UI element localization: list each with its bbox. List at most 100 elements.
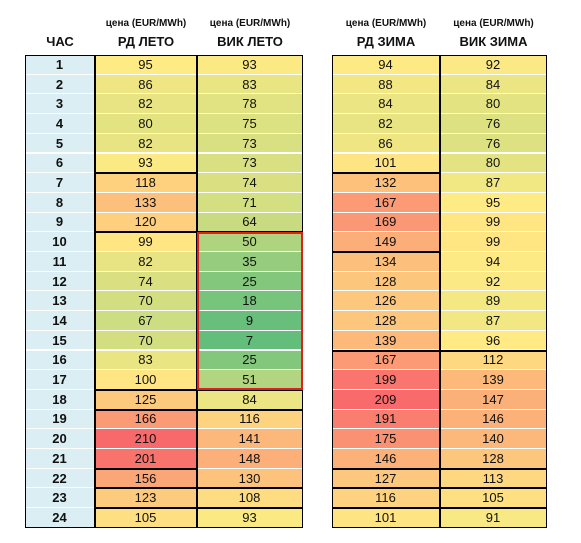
price-cell: 128 — [332, 311, 440, 331]
hour-cell: 13 — [25, 291, 95, 312]
price-cell: 130 — [197, 468, 303, 489]
price-cell: 149 — [332, 232, 440, 252]
price-cell: 80 — [440, 153, 547, 174]
hour-cell: 5 — [25, 133, 95, 154]
price-cell: 148 — [197, 449, 303, 469]
price-cell: 92 — [440, 271, 547, 292]
price-cell: 169 — [332, 212, 440, 233]
price-cell: 99 — [440, 212, 547, 233]
price-cell: 210 — [95, 429, 197, 449]
price-cell: 93 — [197, 508, 303, 528]
price-cell: 132 — [332, 173, 440, 193]
price-cell: 95 — [95, 55, 197, 75]
price-cell: 139 — [332, 330, 440, 351]
price-cell: 67 — [95, 311, 197, 331]
hour-cell: 18 — [25, 389, 95, 410]
price-cell: 140 — [440, 429, 547, 449]
price-cell: 87 — [440, 173, 547, 193]
price-cell: 84 — [332, 94, 440, 115]
price-cell: 118 — [95, 173, 197, 193]
column-header: цена (EUR/MWh) РД ЗИМА — [332, 12, 440, 55]
price-cell: 76 — [440, 133, 547, 154]
header-text: ЧАС — [46, 34, 74, 49]
header-name: ВИК ЛЕТО — [217, 34, 283, 49]
price-cell: 64 — [197, 212, 303, 233]
price-cell: 74 — [95, 271, 197, 292]
price-cell: 88 — [332, 74, 440, 95]
price-cell: 201 — [95, 449, 197, 469]
price-cell: 133 — [95, 192, 197, 213]
price-cell: 128 — [440, 449, 547, 469]
header-unit: цена (EUR/MWh) — [345, 18, 427, 29]
price-cell: 82 — [95, 94, 197, 115]
price-cell: 96 — [440, 330, 547, 351]
price-cell: 146 — [332, 449, 440, 469]
price-cell: 134 — [332, 252, 440, 272]
hour-cell: 22 — [25, 468, 95, 489]
price-cell: 25 — [197, 271, 303, 292]
hour-cell: 23 — [25, 488, 95, 509]
price-cell: 35 — [197, 252, 303, 272]
price-cell: 82 — [332, 114, 440, 134]
price-cell: 125 — [95, 389, 197, 410]
price-cell: 76 — [440, 114, 547, 134]
price-cell: 139 — [440, 370, 547, 390]
price-cell: 83 — [197, 74, 303, 95]
price-cell: 74 — [197, 173, 303, 193]
price-cell: 86 — [95, 74, 197, 95]
price-cell: 105 — [95, 508, 197, 528]
hour-cell: 6 — [25, 153, 95, 174]
column-header: цена (EUR/MWh) ВИК ЛЕТО — [197, 12, 303, 55]
price-cell: 87 — [440, 311, 547, 331]
price-cell: 84 — [197, 389, 303, 410]
header-unit: цена (EUR/MWh) — [453, 18, 534, 29]
header-unit: цена (EUR/MWh) — [105, 18, 187, 29]
price-cell: 112 — [440, 350, 547, 371]
price-cell: 166 — [95, 409, 197, 430]
price-cell: 91 — [440, 508, 547, 528]
hour-cell: 3 — [25, 94, 95, 115]
price-cell: 80 — [95, 114, 197, 134]
header-unit: цена (EUR/MWh) — [209, 18, 291, 29]
price-cell: 71 — [197, 192, 303, 213]
price-cell: 105 — [440, 488, 547, 509]
price-cell: 128 — [332, 271, 440, 292]
price-cell: 141 — [197, 429, 303, 449]
header-name: РД ЗИМА — [356, 34, 416, 49]
price-cell: 147 — [440, 389, 547, 410]
price-cell: 94 — [332, 55, 440, 75]
price-cell: 93 — [197, 55, 303, 75]
price-cell: 199 — [332, 370, 440, 390]
header-name: РД ЛЕТО — [117, 34, 175, 49]
hour-cell: 12 — [25, 271, 95, 292]
price-cell: 191 — [332, 409, 440, 430]
price-cell: 156 — [95, 468, 197, 489]
hour-cell: 1 — [25, 55, 95, 75]
price-cell: 9 — [197, 311, 303, 331]
hour-cell: 9 — [25, 212, 95, 233]
hour-cell: 20 — [25, 429, 95, 449]
price-cell: 83 — [95, 350, 197, 371]
hour-cell: 2 — [25, 74, 95, 95]
price-cell: 99 — [95, 232, 197, 252]
price-cell: 25 — [197, 350, 303, 371]
price-cell: 50 — [197, 232, 303, 252]
hour-cell: 16 — [25, 350, 95, 371]
price-cell: 89 — [440, 291, 547, 312]
price-cell: 82 — [95, 133, 197, 154]
price-cell: 84 — [440, 74, 547, 95]
hour-cell: 24 — [25, 508, 95, 528]
price-cell: 95 — [440, 192, 547, 213]
hour-cell: 21 — [25, 449, 95, 469]
header-name: ВИК ЗИМА — [459, 34, 528, 49]
price-cell: 101 — [332, 153, 440, 174]
hour-cell: 14 — [25, 311, 95, 331]
price-cell: 99 — [440, 232, 547, 252]
price-cell: 75 — [197, 114, 303, 134]
hour-cell: 7 — [25, 173, 95, 193]
price-cell: 80 — [440, 94, 547, 115]
price-cell: 51 — [197, 370, 303, 390]
price-cell: 18 — [197, 291, 303, 312]
price-cell: 92 — [440, 55, 547, 75]
